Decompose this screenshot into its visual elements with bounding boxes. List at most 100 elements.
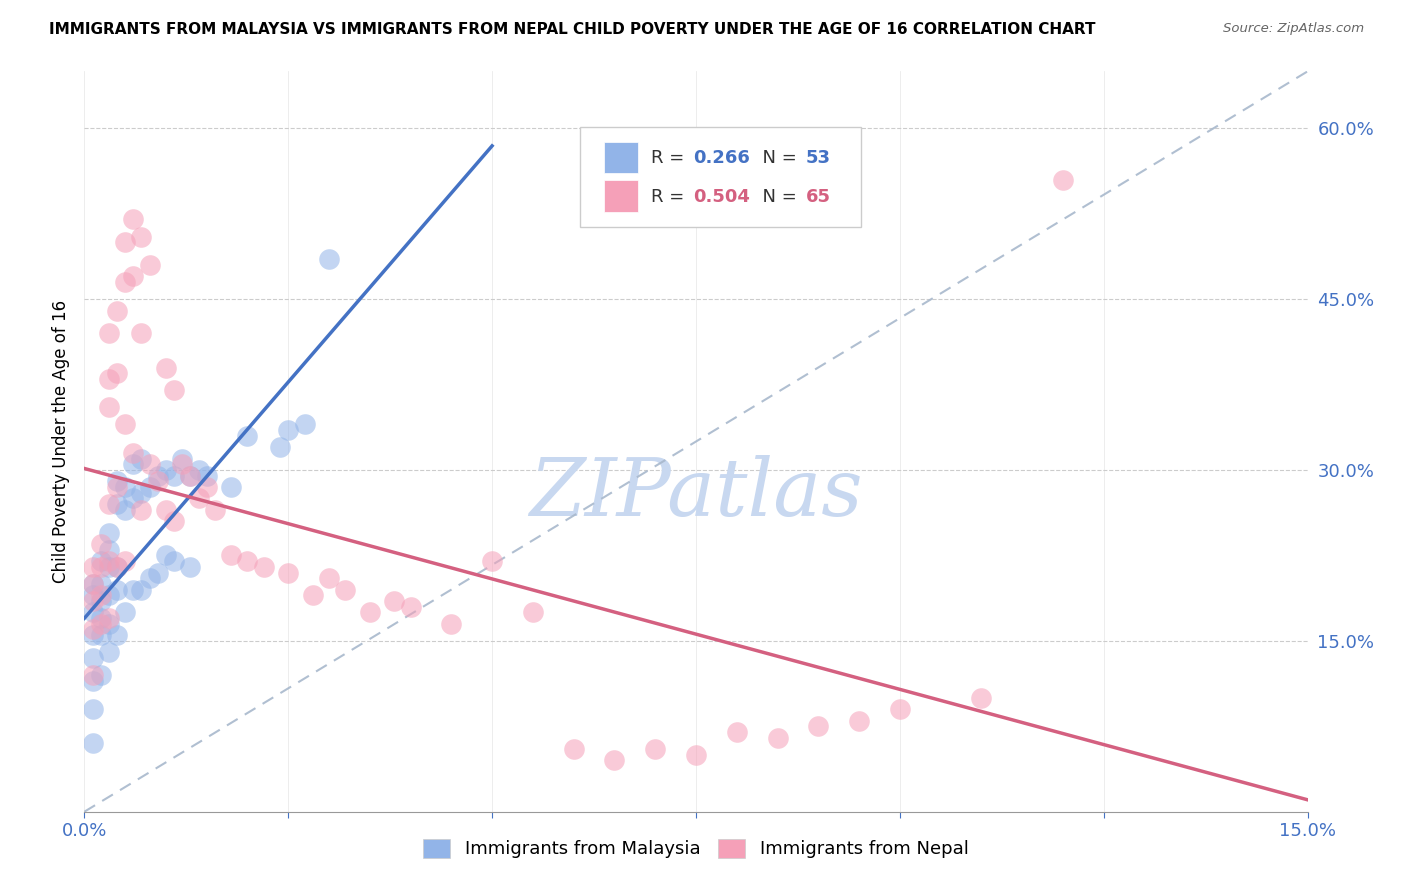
Point bbox=[179, 468, 201, 483]
Text: 0.504: 0.504 bbox=[693, 187, 751, 206]
Point bbox=[90, 559, 112, 574]
Point bbox=[90, 668, 112, 682]
Y-axis label: Child Poverty Under the Age of 16: Child Poverty Under the Age of 16 bbox=[52, 300, 70, 583]
Point bbox=[82, 559, 104, 574]
Point bbox=[114, 480, 136, 494]
Point bbox=[90, 594, 112, 608]
Point bbox=[114, 606, 136, 620]
Point bbox=[163, 514, 186, 528]
Point bbox=[105, 303, 128, 318]
Point bbox=[122, 446, 145, 460]
Point bbox=[122, 582, 145, 597]
Point bbox=[848, 714, 870, 728]
Point bbox=[318, 571, 340, 585]
Point bbox=[269, 440, 291, 454]
Text: IMMIGRANTS FROM MALAYSIA VS IMMIGRANTS FROM NEPAL CHILD POVERTY UNDER THE AGE OF: IMMIGRANTS FROM MALAYSIA VS IMMIGRANTS F… bbox=[49, 22, 1095, 37]
Legend: Immigrants from Malaysia, Immigrants from Nepal: Immigrants from Malaysia, Immigrants fro… bbox=[416, 832, 976, 865]
Point bbox=[172, 451, 194, 466]
Point bbox=[155, 503, 177, 517]
Point bbox=[97, 525, 120, 540]
Point bbox=[82, 606, 104, 620]
Point bbox=[122, 269, 145, 284]
Point bbox=[179, 468, 201, 483]
Point bbox=[97, 401, 120, 415]
Point bbox=[90, 577, 112, 591]
Point bbox=[146, 475, 169, 489]
FancyBboxPatch shape bbox=[579, 127, 860, 227]
Point bbox=[187, 463, 209, 477]
Point bbox=[179, 559, 201, 574]
Point bbox=[138, 571, 160, 585]
Point bbox=[90, 611, 112, 625]
Point bbox=[236, 429, 259, 443]
Point bbox=[187, 491, 209, 506]
Point bbox=[970, 690, 993, 705]
Point bbox=[131, 451, 153, 466]
Point bbox=[97, 616, 120, 631]
Point bbox=[131, 582, 153, 597]
Point bbox=[97, 326, 120, 341]
Point bbox=[82, 668, 104, 682]
Point bbox=[155, 549, 177, 563]
Point bbox=[236, 554, 259, 568]
Point bbox=[97, 372, 120, 386]
Point bbox=[146, 566, 169, 580]
Text: N =: N = bbox=[751, 149, 803, 168]
Point bbox=[105, 497, 128, 511]
Point bbox=[105, 559, 128, 574]
Point bbox=[114, 275, 136, 289]
Point bbox=[105, 475, 128, 489]
Point bbox=[114, 554, 136, 568]
Point bbox=[644, 742, 666, 756]
Point bbox=[253, 559, 276, 574]
Point bbox=[82, 736, 104, 750]
Point bbox=[138, 258, 160, 272]
Point bbox=[114, 503, 136, 517]
Point bbox=[82, 651, 104, 665]
Point bbox=[82, 577, 104, 591]
Point bbox=[195, 480, 218, 494]
Point bbox=[131, 229, 153, 244]
Point bbox=[97, 588, 120, 602]
Point bbox=[766, 731, 789, 745]
Point bbox=[105, 480, 128, 494]
Point bbox=[90, 616, 112, 631]
Point bbox=[195, 468, 218, 483]
Point bbox=[562, 742, 585, 756]
FancyBboxPatch shape bbox=[605, 180, 638, 211]
Point bbox=[1052, 172, 1074, 186]
Point bbox=[172, 458, 194, 472]
Point bbox=[163, 468, 186, 483]
Point bbox=[82, 702, 104, 716]
Point bbox=[204, 503, 226, 517]
Point bbox=[105, 628, 128, 642]
Text: 65: 65 bbox=[806, 187, 831, 206]
Point bbox=[725, 725, 748, 739]
Text: ZIPatlas: ZIPatlas bbox=[529, 455, 863, 533]
Point bbox=[82, 623, 104, 637]
Point bbox=[105, 366, 128, 380]
Point bbox=[90, 537, 112, 551]
Point bbox=[318, 252, 340, 267]
Point bbox=[155, 360, 177, 375]
Point bbox=[163, 384, 186, 398]
Point bbox=[155, 463, 177, 477]
Text: N =: N = bbox=[751, 187, 803, 206]
Point bbox=[382, 594, 405, 608]
Point bbox=[359, 606, 381, 620]
Point bbox=[301, 588, 323, 602]
Point bbox=[82, 588, 104, 602]
Point bbox=[122, 458, 145, 472]
Point bbox=[97, 554, 120, 568]
Point bbox=[522, 606, 544, 620]
Point bbox=[685, 747, 707, 762]
Text: 0.266: 0.266 bbox=[693, 149, 751, 168]
Point bbox=[440, 616, 463, 631]
Point bbox=[277, 566, 299, 580]
Point bbox=[399, 599, 422, 614]
Point bbox=[90, 554, 112, 568]
Point bbox=[105, 559, 128, 574]
Point bbox=[219, 549, 242, 563]
Point bbox=[97, 559, 120, 574]
Text: Source: ZipAtlas.com: Source: ZipAtlas.com bbox=[1223, 22, 1364, 36]
